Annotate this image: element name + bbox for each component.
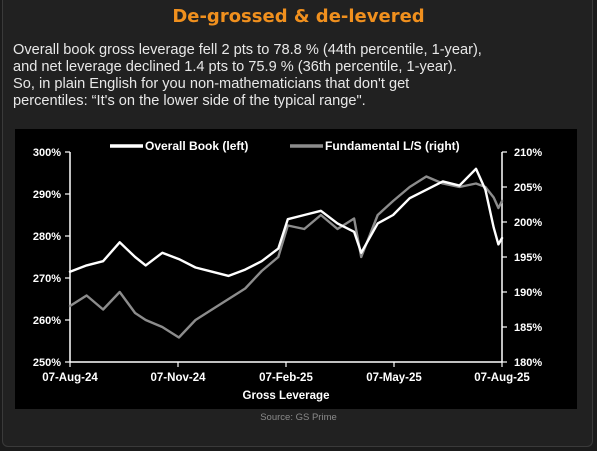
fundamental-ls-point — [286, 224, 289, 227]
overall-book-point — [144, 264, 147, 267]
source-note: Source: GS Prime — [260, 412, 337, 423]
fundamental-ls-point — [360, 256, 363, 258]
right-tick-label: 195% — [514, 252, 542, 264]
line-chart: 300% 290% 280% 270% 260% 250% 210% 205% 200% 195%… — [33, 139, 542, 402]
fundamental-ls-point — [211, 308, 213, 311]
overall-book-point — [392, 214, 394, 216]
fundamental-ls-point — [69, 305, 71, 307]
overall-book-point — [320, 209, 322, 212]
fundamental-ls-point — [303, 228, 306, 230]
overall-book-point — [244, 268, 247, 271]
fundamental-ls-point — [134, 312, 136, 314]
overall-book-point — [134, 256, 136, 258]
fundamental-ls-point — [144, 319, 147, 321]
page-title: De-grossed & de-levered — [172, 6, 425, 27]
fundamental-ls-point — [408, 186, 411, 188]
x-tick-label: 07-Feb-25 — [259, 372, 313, 384]
overall-book-point — [286, 218, 289, 221]
fundamental-ls-point — [244, 287, 247, 290]
overall-book-point — [360, 251, 363, 254]
overall-book-point — [102, 260, 104, 263]
overall-book-point — [441, 180, 444, 183]
x-tick-label: 07-Aug-25 — [474, 372, 530, 384]
overall-book-point — [118, 241, 121, 244]
overall-book-point — [501, 237, 503, 239]
overall-book-point — [85, 264, 88, 267]
fundamental-ls-point — [194, 319, 197, 321]
x-tick-label: 07-May-25 — [366, 372, 422, 384]
overall-book-point — [492, 226, 495, 229]
left-tick-label: 300% — [33, 147, 61, 159]
right-tick-label: 210% — [514, 147, 542, 159]
fundamental-ls-point — [85, 294, 88, 297]
overall-book-point — [497, 243, 500, 246]
fundamental-ls-point — [227, 298, 230, 300]
fundamental-ls-point — [425, 175, 428, 178]
right-tick-label: 200% — [514, 217, 542, 229]
overall-book-point — [161, 251, 164, 254]
overall-book-point — [408, 197, 411, 200]
description-line: Overall book gross leverage fell 2 pts t… — [13, 42, 482, 58]
left-tick-label: 280% — [33, 231, 61, 243]
overall-book-point — [211, 270, 213, 273]
overall-book-point — [260, 260, 263, 263]
left-tick-label: 290% — [33, 189, 61, 201]
fundamental-ls-point — [501, 200, 503, 202]
right-tick-label: 185% — [514, 322, 542, 334]
overall-book-point — [336, 222, 339, 225]
fundamental-ls-point — [336, 228, 339, 230]
right-tick-label: 190% — [514, 287, 542, 299]
overall-book-point — [475, 167, 477, 170]
overall-book-point — [277, 247, 280, 250]
left-tick-label: 270% — [33, 273, 61, 285]
fundamental-ls-point — [376, 214, 379, 216]
fundamental-ls-point — [392, 200, 394, 202]
fundamental-ls-point — [475, 182, 477, 185]
overall-book-point — [376, 222, 379, 225]
right-tick-label: 180% — [514, 357, 542, 369]
fundamental-ls-point — [161, 326, 164, 328]
overall-book-point — [194, 266, 197, 269]
fundamental-ls-point — [102, 308, 104, 311]
legend-group: Overall Book (left) Fundamental L/S (righ… — [110, 139, 460, 153]
x-tick-label: 07-Nov-24 — [151, 372, 207, 384]
fundamental-ls-point — [441, 182, 444, 185]
fundamental-ls-point — [277, 256, 280, 258]
chart-area: 300% 290% 280% 270% 260% 250% 210% 205% 200% 195%… — [15, 129, 577, 409]
legend-fundamental-ls-label: Fundamental L/S (right) — [325, 139, 460, 153]
right-tick-label: 205% — [514, 182, 542, 194]
overall-book-point — [227, 275, 230, 277]
fundamental-ls-point — [497, 207, 500, 209]
description-line: So, in plain English for you non-mathema… — [13, 76, 410, 92]
fundamental-ls-point — [260, 270, 263, 272]
overall-book-point — [69, 270, 71, 273]
fundamental-ls-point — [178, 336, 180, 339]
x-axis-label: Gross Leverage — [243, 390, 330, 402]
axes-group: 300% 290% 280% 270% 260% 250% 210% 205% 200% 195%… — [33, 147, 542, 402]
overall-book-point — [458, 184, 461, 187]
fundamental-ls-point — [118, 291, 121, 293]
overall-book-point — [425, 188, 428, 191]
left-tick-label: 260% — [33, 315, 61, 327]
left-tick-label: 250% — [33, 357, 61, 369]
overall-book-point — [303, 214, 306, 216]
overall-book-point — [178, 258, 180, 260]
fundamental-ls-point — [320, 214, 322, 216]
description-line: and net leverage declined 1.4 pts to 75.… — [13, 59, 457, 75]
series-group — [68, 167, 504, 339]
overall-book-point — [353, 230, 355, 233]
x-tick-label: 07-Aug-24 — [42, 372, 98, 384]
overall-book-line — [68, 167, 504, 278]
fundamental-ls-point — [353, 217, 355, 220]
fundamental-ls-point — [492, 196, 495, 199]
overall-book-point — [484, 188, 487, 191]
legend-overall-book-label: Overall Book (left) — [145, 139, 248, 153]
description-line: percentiles: “It's on the lower side of … — [13, 93, 366, 109]
description-text: Overall book gross leverage fell 2 pts t… — [13, 42, 585, 110]
